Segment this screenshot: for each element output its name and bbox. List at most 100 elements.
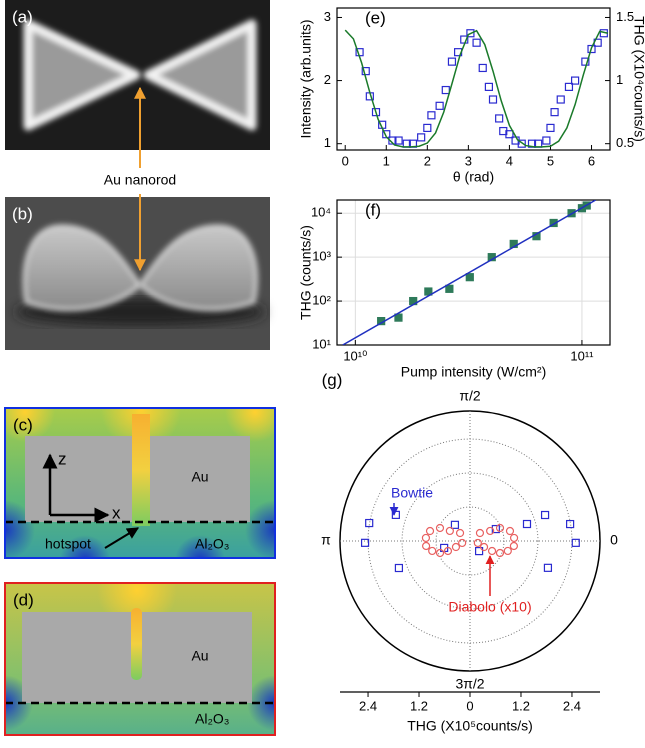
angle-label: 3π/2 [455,676,484,692]
legend-label: Diabolo (x10) [448,599,531,615]
x-tick-label: 3 [465,153,472,168]
simulation-c: (c) z x Au hotspot Al₂O₃ [4,407,276,559]
data-point [495,523,505,533]
data-point [491,524,500,534]
annotation: Au nanorod [104,172,176,188]
data-point [394,136,403,145]
data-point [451,542,461,552]
material-label: Au [191,648,208,664]
data-point [428,546,437,556]
data-point [571,76,580,85]
data-point [550,108,559,117]
data-point [488,95,498,104]
data-point [427,111,436,120]
y-tick-label: 1 [324,135,331,150]
angle-label: 0 [610,532,618,548]
x-tick-label: 2.4 [563,698,581,713]
panel-label: (c) [13,415,33,434]
data-point [486,526,495,536]
data-point [484,82,493,91]
fit-line [344,29,609,148]
panel-label: (e) [365,8,386,27]
panel-label: (a) [12,7,33,26]
y2-tick-label: 0.5 [616,135,634,150]
data-point [505,130,514,139]
data-point [540,510,550,520]
data-point [435,101,444,110]
data-point [581,57,590,66]
x-tick-label: 4 [506,153,513,168]
y2-tick-label: 1.5 [616,9,634,24]
sem-image-a: (a) [5,0,270,150]
data-point [435,548,445,558]
data-point [443,546,453,556]
data-point [479,542,489,552]
data-point [546,123,555,133]
data-point [450,520,460,529]
data-point [394,313,403,322]
y-tick-label: 10⁴ [311,205,331,220]
data-point [424,287,433,296]
x-tick-label: 1 [383,153,390,168]
data-point [365,518,374,528]
y-axis-title: THG (counts/s) [298,225,314,320]
data-point [487,546,497,556]
y-tick-label: 3 [324,9,331,24]
data-point [361,67,370,76]
data-point [566,519,575,529]
data-point [556,95,565,104]
angle-label: π/2 [459,388,481,404]
y-tick-label: 10³ [312,249,331,264]
x-tick-label: 0 [466,698,473,713]
data-point [475,528,485,538]
data-point [509,541,518,551]
x-tick-label: 1.2 [410,698,428,713]
data-point [474,547,484,556]
x-tick-label: 10¹⁰ [343,348,367,363]
x-tick-label: 2 [424,153,431,168]
hotspot-label: hotspot [45,536,91,552]
x-tick-label: 5 [547,153,554,168]
sem-image-b: (b) [5,197,270,350]
x-axis-title: Pump intensity (W/cm²) [401,364,546,380]
x-tick-label: 0 [342,153,349,168]
plot-frame [336,199,611,346]
plot-frame [336,7,611,151]
data-point [417,133,426,142]
data-point [441,85,450,95]
panel-label: (g) [322,370,343,389]
data-point [509,533,519,543]
data-point [571,538,580,547]
x-tick-label: 6 [588,153,595,168]
data-point [435,523,445,533]
data-point [466,29,475,38]
data-point [447,57,457,66]
data-point [542,136,551,145]
data-point [495,114,504,123]
panel-label: (f) [365,200,381,219]
legend-label: Bowtie [391,485,433,501]
data-point [473,538,482,548]
data-point [587,44,596,54]
data-point [472,38,481,47]
axis-name: z [58,449,67,468]
data-point [360,538,370,547]
data-point [394,563,404,573]
x-tick-label: 2.4 [359,698,377,713]
y-tick-label: 2 [324,72,331,87]
data-point [421,533,431,543]
x-tick-label: 10¹¹ [570,348,594,363]
x-tick-label: 1.2 [512,698,530,713]
data-point [517,139,526,148]
data-point [425,526,435,536]
y2-tick-label: 1 [616,72,623,87]
data-point [495,548,505,558]
data-point [445,284,454,293]
data-point [522,519,532,529]
data-point [388,136,397,145]
y-axis-title: Intensity (arb.units) [298,19,314,138]
data-point [423,123,432,133]
y2-axis-title: THG (X10⁴counts/s) [631,16,645,142]
data-point [478,63,487,73]
